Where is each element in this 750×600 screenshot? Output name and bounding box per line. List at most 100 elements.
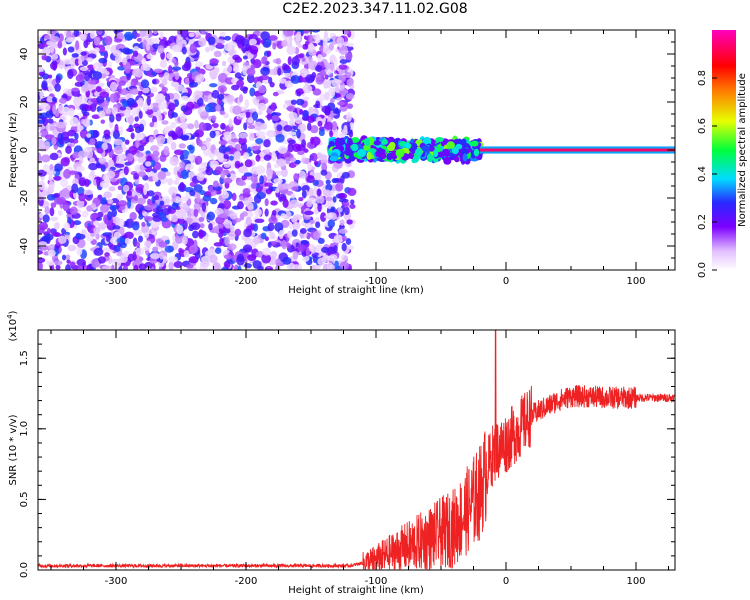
heatmap-cell — [199, 223, 205, 229]
heatmap-cell — [71, 53, 79, 58]
y-tick-label: -40 — [19, 238, 30, 254]
heatmap-cell — [333, 57, 338, 67]
heatmap-cell — [314, 172, 322, 182]
heatmap-cell — [203, 234, 209, 243]
heatmap-cell — [176, 224, 184, 235]
heatmap-cell — [312, 187, 317, 198]
heatmap-cell — [223, 154, 230, 160]
heatmap-cell — [242, 55, 248, 60]
heatmap-cell — [346, 78, 354, 86]
heatmap-cell — [214, 130, 220, 137]
heatmap-cell — [119, 126, 124, 136]
heatmap-cell — [138, 214, 144, 220]
x-tick-label: -100 — [365, 576, 388, 587]
heatmap-cell — [180, 196, 189, 202]
heatmap-cell — [160, 217, 169, 222]
heatmap-cell — [76, 247, 83, 256]
heatmap-cell — [196, 172, 205, 182]
heatmap-cell — [296, 129, 301, 139]
heatmap-cell — [316, 54, 323, 63]
heatmap-cell — [38, 169, 47, 177]
heatmap-cell — [328, 140, 335, 148]
heatmap-cell — [260, 31, 270, 41]
heatmap-cell — [131, 107, 140, 117]
heatmap-cell — [44, 206, 50, 215]
heatmap-cell — [62, 202, 70, 212]
heatmap-cell — [185, 163, 195, 171]
heatmap-cell — [69, 116, 79, 127]
heatmap-cell — [171, 45, 181, 53]
heatmap-cell — [271, 151, 277, 162]
heatmap-cell — [195, 94, 200, 100]
heatmap-cell — [246, 239, 252, 245]
heatmap-cell — [363, 138, 371, 147]
heatmap-cell — [233, 151, 242, 160]
heatmap-cell — [167, 205, 172, 213]
heatmap-cell — [441, 148, 451, 157]
heatmap-cell — [203, 149, 212, 157]
heatmap-cell — [128, 145, 138, 156]
heatmap-cell — [168, 65, 173, 75]
heatmap-cell — [326, 262, 333, 270]
heatmap-cell — [198, 167, 204, 173]
heatmap-cell — [137, 90, 143, 96]
heatmap-cell — [338, 192, 347, 200]
heatmap-cell — [124, 231, 134, 240]
heatmap-cell — [244, 98, 249, 109]
heatmap-cell — [212, 262, 221, 270]
heatmap-cell — [334, 85, 340, 93]
heatmap-cell — [53, 175, 62, 181]
heatmap-cell — [188, 256, 199, 264]
heatmap-cell — [180, 95, 189, 101]
heatmap-cell — [89, 138, 96, 146]
heatmap-cell — [217, 152, 225, 163]
heatmap-cell — [201, 145, 206, 151]
heatmap-cell — [259, 157, 265, 162]
heatmap-cell — [168, 261, 174, 270]
x-tick-label: -100 — [365, 276, 388, 287]
heatmap-cell — [120, 88, 128, 96]
heatmap-cell — [329, 155, 339, 162]
heatmap-cell — [339, 261, 350, 270]
heatmap-cell — [134, 68, 144, 78]
heatmap-cell — [454, 156, 460, 163]
heatmap-cell — [298, 170, 307, 180]
heatmap-cell — [98, 157, 107, 164]
heatmap-cell — [219, 31, 226, 37]
heatmap-cell — [150, 102, 161, 112]
heatmap-cell — [242, 187, 251, 195]
heatmap-cell — [293, 173, 300, 182]
heatmap-cell — [320, 156, 328, 165]
heatmap-cell — [159, 59, 168, 69]
heatmap-cell — [308, 42, 314, 52]
heatmap-cell — [107, 159, 114, 167]
heatmap-cell — [97, 147, 104, 154]
heatmap-cell — [350, 143, 359, 152]
heatmap-cell — [223, 113, 229, 119]
heatmap-cell — [137, 97, 144, 107]
heatmap-cell — [224, 260, 231, 269]
heatmap-cell — [89, 30, 96, 39]
heatmap-cell — [47, 74, 53, 79]
heatmap-cell — [192, 132, 200, 138]
heatmap-cell — [154, 94, 161, 104]
heatmap-cell — [75, 74, 86, 83]
heatmap-cell — [205, 103, 213, 113]
heatmap-cell — [48, 83, 54, 93]
heatmap-cell — [38, 228, 45, 234]
heatmap-cell — [404, 142, 411, 149]
heatmap-cell — [302, 96, 310, 101]
heatmap-cell — [294, 116, 303, 124]
heatmap-cell — [141, 221, 146, 227]
heatmap-cell — [178, 143, 186, 149]
heatmap-cell — [333, 234, 344, 244]
heatmap-cell — [280, 213, 287, 219]
heatmap-cell — [329, 73, 334, 78]
heatmap-cell — [138, 145, 145, 152]
heatmap-cell — [175, 126, 183, 135]
heatmap-cell — [228, 231, 236, 241]
heatmap-cell — [346, 42, 355, 47]
heatmap-cell — [339, 55, 345, 61]
heatmap-cell — [250, 64, 256, 70]
